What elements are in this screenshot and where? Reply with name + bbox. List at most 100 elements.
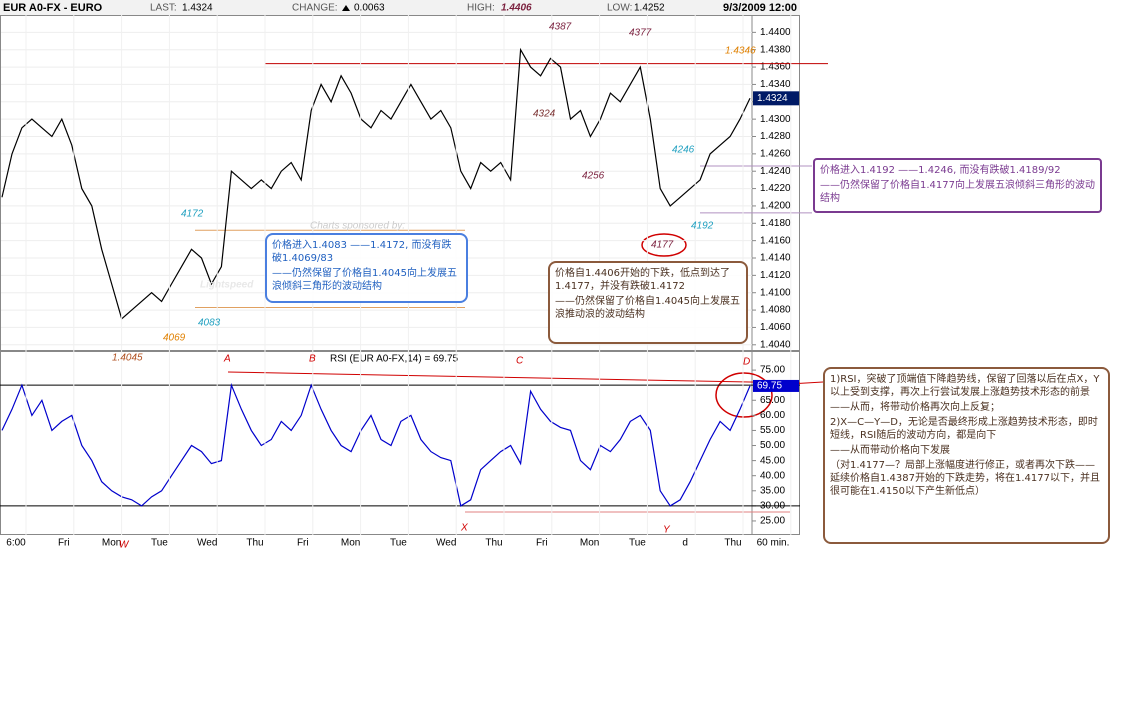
annotation-text: ——从而带动价格向下发展 (830, 445, 950, 456)
y-tick-label: 1.4080 (760, 305, 791, 316)
annotation-text: 2)X—C—Y—D，无论是否最终形成上涨趋势技术形态，即时短线，RSI随后的波动… (830, 417, 1098, 441)
y-tick-label: 1.4220 (760, 183, 791, 194)
x-tick-label: 6:00 (6, 538, 26, 549)
y-tick-label: 40.00 (760, 470, 785, 481)
wave-label: 4387 (549, 22, 572, 33)
wave-letter: A (223, 354, 231, 365)
wave-label: 4192 (691, 221, 714, 232)
last-rsi: 69.75 (757, 381, 782, 392)
wave-label: 4172 (181, 209, 204, 220)
rsi-circle (715, 372, 773, 418)
x-tick-label: Wed (197, 538, 217, 549)
symbol: EUR A0-FX - EURO (3, 2, 103, 14)
wave-label: 4377 (629, 28, 652, 39)
annotation-text: （对1.4177—？局部上涨幅度进行修正，或者再次下跌——延续价格自1.4387… (830, 460, 1100, 497)
y-tick-label: 1.4260 (760, 149, 791, 160)
wave-letter: B (309, 354, 316, 365)
y-tick-label: 1.4180 (760, 218, 791, 229)
wave-letter: C (516, 356, 524, 367)
y-tick-label: 1.4300 (760, 114, 791, 125)
wave-label: 4069 (163, 333, 186, 344)
low-label: LOW: (607, 3, 632, 14)
wave-letter: W (119, 540, 130, 551)
last-price: 1.4324 (757, 93, 788, 104)
header-bar (0, 0, 800, 15)
annotation-text: 价格自1.4406开始的下跌，低点到达了1.4177，并没有跌破1.4172 (555, 268, 730, 292)
x-tick-label: 60 min. (757, 538, 790, 549)
x-tick-label: Thu (246, 538, 263, 549)
x-tick-label: Wed (436, 538, 456, 549)
y-tick-label: 35.00 (760, 485, 785, 496)
rsi-trendline (227, 371, 801, 384)
y-tick-label: 55.00 (760, 425, 785, 436)
y-tick-label: 65.00 (760, 395, 785, 406)
last-rsi-box (753, 379, 799, 392)
annotation-text: ——仍然保留了价格自1.4045向上发展五浪倾斜三角形的波动结构 (272, 268, 457, 292)
wave-letter: Y (663, 525, 671, 536)
x-tick-label: Fri (58, 538, 70, 549)
x-tick-label: Mon (102, 538, 121, 549)
annotation-box: 价格进入1.4192 ——1.4246, 而没有跌破1.4189/92 ——仍然保… (813, 158, 1102, 213)
annotation-text: 价格进入1.4083 ——1.4172, 而没有跌破1.4069/83 (272, 240, 452, 264)
x-tick-label: Tue (629, 538, 646, 549)
y-tick-label: 50.00 (760, 440, 785, 451)
annotation-text: ——仍然保留了价格自1.4045向上发展五浪推动浪的波动结构 (555, 296, 740, 320)
up-arrow (342, 5, 350, 11)
y-tick-label: 1.4340 (760, 79, 791, 90)
y-tick-label: 1.4100 (760, 287, 791, 298)
wave-label: 1.4045 (112, 353, 143, 364)
wave-label: 4177 (651, 240, 674, 251)
y-tick-label: 1.4060 (760, 322, 791, 333)
x-tick-label: Tue (151, 538, 168, 549)
y-tick-label: 1.4240 (760, 166, 791, 177)
rsi-title: RSI (EUR A0-FX,14) = 69.75 (330, 354, 459, 365)
wave-label: 1.4346 (725, 46, 756, 57)
y-tick-label: 45.00 (760, 455, 785, 466)
y-tick-label: 60.00 (760, 410, 785, 421)
wave-letter: X (460, 523, 468, 534)
annotation-text: 1)RSI，突破了顶端值下降趋势线，保留了回落以后在点X，Y以上受到支撑，再次上… (830, 374, 1100, 398)
y-tick-label: 1.4400 (760, 27, 791, 38)
y-tick-label: 1.4200 (760, 201, 791, 212)
y-tick-label: 1.4160 (760, 235, 791, 246)
low-value: 1.4252 (634, 3, 665, 14)
high-value: 1.4406 (501, 3, 532, 14)
y-tick-label: 75.00 (760, 365, 785, 376)
annotation-box: 1)RSI，突破了顶端值下降趋势线，保留了回落以后在点X，Y以上受到支撑，再次上… (823, 367, 1110, 544)
y-tick-label: 1.4380 (760, 44, 791, 55)
annotation-text: 价格进入1.4192 ——1.4246, 而没有跌破1.4189/92 (820, 165, 1061, 176)
x-tick-label: Thu (724, 538, 741, 549)
x-tick-label: Tue (390, 538, 407, 549)
annotation-text: ——仍然保留了价格自1.4177向上发展五浪倾斜三角形的波动结构 (820, 180, 1095, 204)
y-tick-label: 1.4360 (760, 62, 791, 73)
x-tick-label: Fri (297, 538, 309, 549)
x-tick-label: Mon (341, 538, 360, 549)
y-tick-label: 1.4280 (760, 131, 791, 142)
x-tick-label: d (682, 538, 688, 549)
low-circle (641, 233, 687, 257)
datetime: 9/3/2009 12:00 (723, 2, 797, 14)
change-label: CHANGE: (292, 3, 338, 14)
x-tick-label: Thu (485, 538, 502, 549)
last-value: 1.4324 (182, 3, 213, 14)
price-panel (0, 15, 800, 351)
wave-label: 4083 (198, 318, 221, 329)
x-tick-label: Fri (536, 538, 548, 549)
last-price-box (753, 91, 799, 106)
last-label: LAST: (150, 3, 177, 14)
annotation-box: 价格自1.4406开始的下跌，低点到达了1.4177，并没有跌破1.4172 ——… (548, 261, 748, 344)
watermark: Charts sponsored by: (310, 221, 405, 232)
y-tick-label: 1.4140 (760, 253, 791, 264)
annotation-box: 价格进入1.4083 ——1.4172, 而没有跌破1.4069/83 ——仍然保… (265, 233, 468, 303)
wave-label: 4256 (582, 171, 605, 182)
series-line (1, 382, 751, 507)
high-label: HIGH: (467, 3, 495, 14)
wave-label: 4246 (672, 145, 695, 156)
annotation-text: ——从而，将带动价格再次向上反复； (830, 402, 1000, 413)
y-tick-label: 1.4040 (760, 339, 791, 350)
wave-letter: D (743, 357, 750, 368)
series-line (1, 47, 751, 320)
y-tick-label: 25.00 (760, 516, 785, 527)
